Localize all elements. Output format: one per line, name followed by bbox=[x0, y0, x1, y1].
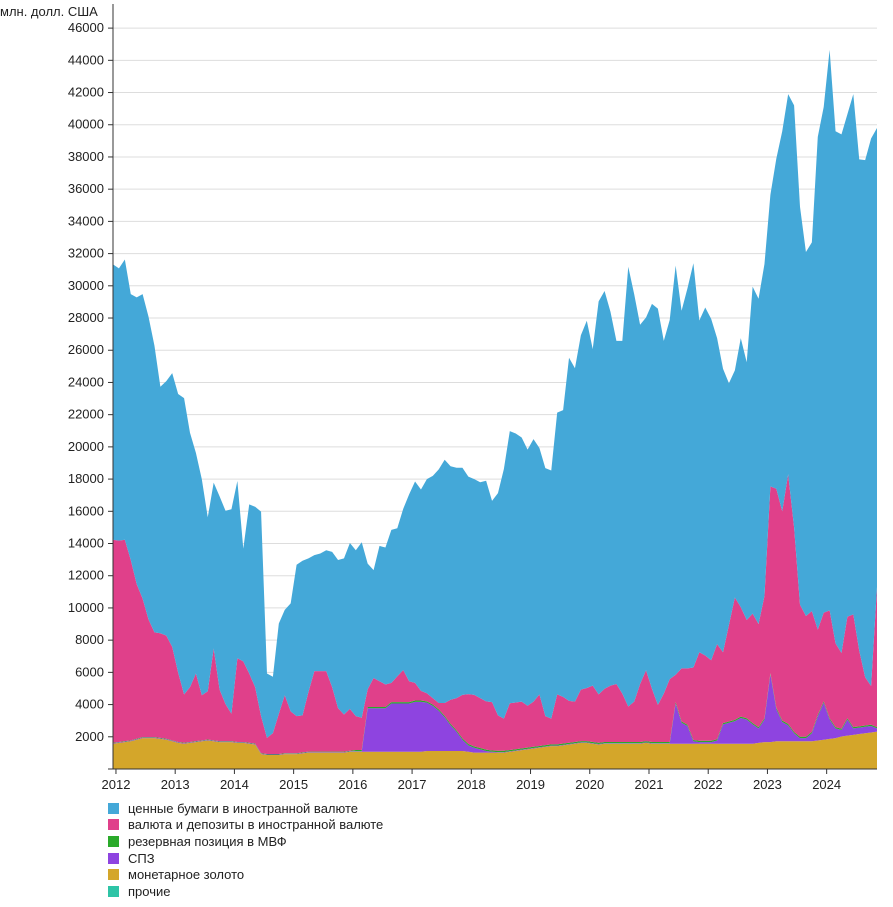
y-tick-label: 2000 bbox=[75, 729, 104, 744]
y-tick-label: 22000 bbox=[68, 407, 104, 422]
legend-label: СПЗ bbox=[128, 850, 155, 866]
legend-label: прочие bbox=[128, 883, 171, 899]
y-tick-label: 4000 bbox=[75, 697, 104, 712]
x-tick-label: 2019 bbox=[516, 777, 545, 790]
legend-label: ценные бумаги в иностранной валюте bbox=[128, 800, 359, 816]
unit-label: млн. долл. США bbox=[0, 4, 98, 19]
series-area-1 bbox=[113, 731, 877, 769]
x-tick-label: 2018 bbox=[457, 777, 486, 790]
x-tick-label: 2013 bbox=[161, 777, 190, 790]
x-tick-label: 2014 bbox=[220, 777, 249, 790]
y-tick-label: 46000 bbox=[68, 20, 104, 35]
y-tick-label: 28000 bbox=[68, 310, 104, 325]
legend-swatch bbox=[108, 852, 119, 864]
x-tick-label: 2015 bbox=[279, 777, 308, 790]
y-axis-ticks: 2000 4000 6000 8000 10000 12000 14000 16000 1800… bbox=[68, 20, 113, 744]
y-tick-label: 32000 bbox=[68, 246, 104, 261]
legend-swatch bbox=[108, 835, 119, 847]
x-tick-label: 2022 bbox=[694, 777, 723, 790]
y-tick-label: 14000 bbox=[68, 536, 104, 551]
y-tick-label: 38000 bbox=[68, 149, 104, 164]
legend-item: прочие bbox=[108, 883, 383, 900]
legend-label: монетарное золото bbox=[128, 867, 245, 883]
x-axis-ticks: 2012 2013 2014 2015 2016 2017 2018 2019 2020 2021… bbox=[102, 769, 841, 790]
y-tick-label: 12000 bbox=[68, 568, 104, 583]
y-tick-label: 36000 bbox=[68, 181, 104, 196]
x-tick-label: 2023 bbox=[753, 777, 782, 790]
x-tick-label: 2016 bbox=[338, 777, 367, 790]
x-tick-label: 2017 bbox=[398, 777, 427, 790]
legend-swatch bbox=[108, 885, 119, 897]
legend-label: резервная позиция в МВФ bbox=[128, 833, 287, 849]
legend-item: резервная позиция в МВФ bbox=[108, 833, 383, 850]
legend-swatch bbox=[108, 869, 119, 881]
y-tick-label: 8000 bbox=[75, 632, 104, 647]
series-areas bbox=[113, 49, 877, 769]
y-tick-label: 42000 bbox=[68, 85, 104, 100]
legend-item: монетарное золото bbox=[108, 866, 383, 883]
legend-item: валюта и депозиты в иностранной валюте bbox=[108, 817, 383, 834]
x-tick-label: 2020 bbox=[575, 777, 604, 790]
y-tick-label: 10000 bbox=[68, 600, 104, 615]
y-tick-label: 16000 bbox=[68, 503, 104, 518]
legend-swatch bbox=[108, 802, 119, 814]
x-tick-label: 2024 bbox=[812, 777, 841, 790]
y-tick-label: 20000 bbox=[68, 439, 104, 454]
legend-item: ценные бумаги в иностранной валюте bbox=[108, 800, 383, 817]
y-tick-label: 34000 bbox=[68, 213, 104, 228]
y-tick-label: 24000 bbox=[68, 374, 104, 389]
x-tick-label: 2012 bbox=[102, 777, 131, 790]
legend-item: СПЗ bbox=[108, 850, 383, 867]
legend-swatch bbox=[108, 819, 119, 831]
legend: ценные бумаги в иностранной валюте валюта… bbox=[108, 800, 383, 900]
y-tick-label: 40000 bbox=[68, 117, 104, 132]
legend-label: валюта и депозиты в иностранной валюте bbox=[128, 817, 384, 833]
y-tick-label: 26000 bbox=[68, 342, 104, 357]
series-area-5 bbox=[113, 49, 877, 738]
stacked-area-chart: 2000 4000 6000 8000 10000 12000 14000 16000 1800… bbox=[0, 4, 877, 790]
y-tick-label: 44000 bbox=[68, 52, 104, 67]
y-tick-label: 6000 bbox=[75, 664, 104, 679]
y-tick-label: 18000 bbox=[68, 471, 104, 486]
series-area-4 bbox=[113, 474, 877, 755]
y-tick-label: 30000 bbox=[68, 278, 104, 293]
x-tick-label: 2021 bbox=[635, 777, 664, 790]
series-area-2 bbox=[113, 674, 877, 755]
